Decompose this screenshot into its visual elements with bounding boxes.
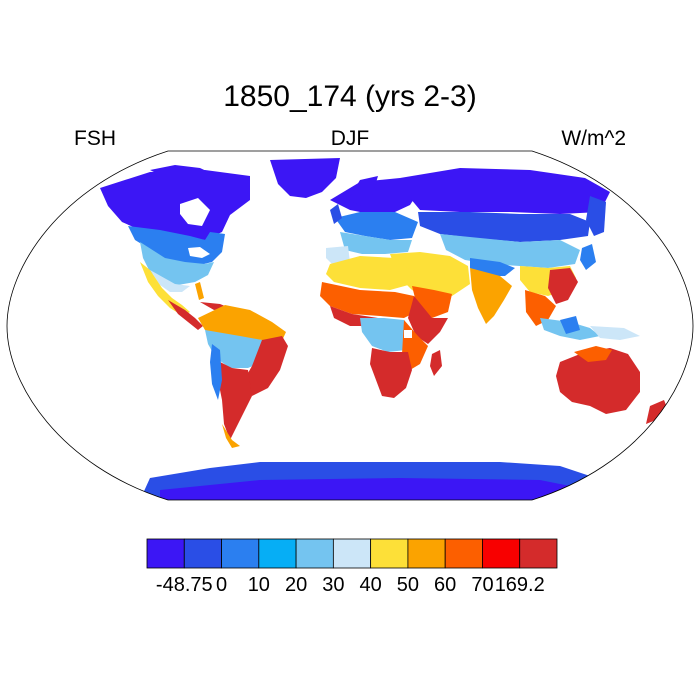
scandinavia (348, 176, 378, 206)
new-guinea (590, 326, 640, 340)
patagonia (222, 424, 240, 448)
southern-africa (370, 348, 412, 398)
units-label: W/m^2 (561, 127, 626, 150)
australia (556, 348, 640, 414)
europe-central (335, 212, 418, 240)
borneo (560, 316, 580, 334)
southeast-asia (525, 290, 556, 326)
middle-east (390, 252, 470, 300)
central-america (168, 300, 203, 330)
india (470, 268, 512, 324)
central-africa (360, 318, 414, 352)
australia-north (574, 346, 612, 362)
andes-west (210, 344, 222, 400)
colorbar-swatch-9 (444, 538, 483, 569)
hudson-bay (180, 198, 210, 226)
sahel (320, 282, 420, 318)
greenland (270, 158, 340, 198)
north-america-cool (140, 242, 214, 285)
british-isles (330, 204, 342, 224)
siberia (400, 168, 610, 214)
horn-of-africa (408, 296, 448, 344)
colorbar-label: 30 (322, 574, 345, 596)
sahara-north (326, 256, 412, 290)
madagascar (430, 350, 442, 376)
colorbar-label: 60 (434, 574, 457, 596)
colorbar-swatch-2 (183, 538, 222, 569)
japan (580, 244, 596, 270)
colorbar-label: 169.2 (494, 574, 545, 596)
central-asia (418, 212, 590, 242)
season-label: DJF (330, 127, 370, 150)
kamchatka (586, 196, 606, 236)
colorbar-label: -48.75 (155, 574, 213, 596)
caspian (430, 234, 442, 252)
colorbar-swatch-3 (221, 538, 260, 569)
colorbar-swatch-6 (332, 538, 372, 569)
map-title: 1850_174 (yrs 2-3) (223, 80, 477, 113)
europe-south (340, 232, 412, 254)
colorbar-swatch-7 (370, 538, 409, 569)
europe-north (330, 178, 420, 214)
arctic-islands (150, 165, 215, 180)
north-america-cold (100, 170, 250, 240)
colorbar-swatch-11 (519, 538, 558, 569)
colorbar-swatch-10 (482, 538, 521, 569)
colorbar-label: 40 (359, 574, 382, 596)
colorbar-swatch-5 (295, 538, 334, 569)
variable-label: FSH (74, 127, 116, 150)
colorbar-label: 20 (284, 574, 308, 596)
east-asia-coast (548, 268, 578, 304)
colorbar-swatch-8 (407, 538, 446, 569)
antarctica-cold (160, 478, 590, 500)
north-america-south (150, 270, 190, 292)
colorbar-label: 10 (247, 574, 270, 596)
colorbar-swatch-4 (258, 538, 297, 569)
colorbar-label: 70 (471, 574, 494, 596)
brazil-east (244, 336, 288, 396)
colorbar-swatch-1 (146, 538, 185, 569)
colorbar-label: 0 (215, 574, 228, 596)
map-outline (6, 150, 694, 501)
colorbar-label: 50 (396, 574, 420, 596)
great-lakes (188, 247, 210, 258)
new-zealand (646, 400, 668, 424)
lake-victoria (404, 330, 412, 338)
south-america-south (216, 360, 252, 440)
land-layer (100, 158, 668, 500)
mexico (140, 262, 190, 316)
florida (195, 282, 204, 300)
